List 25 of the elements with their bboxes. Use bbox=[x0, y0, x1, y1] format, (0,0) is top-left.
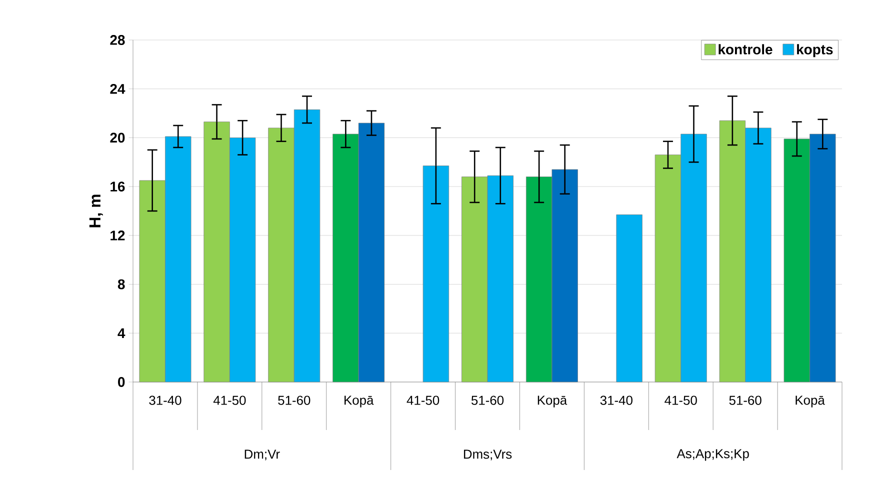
x-tick-label: Kopā bbox=[344, 396, 374, 408]
text: As;Ap;Ks;Kp bbox=[676, 449, 749, 461]
y-tick-label: 12 bbox=[110, 230, 125, 240]
y-axis-title: H, m bbox=[89, 194, 103, 228]
x-tick-label: Kopā bbox=[538, 396, 568, 408]
x-tick-label: 51-60 bbox=[278, 396, 310, 405]
y-tick-label: 28 bbox=[110, 35, 125, 45]
legend-label: kopts bbox=[797, 44, 833, 58]
y-tick-label: 24 bbox=[110, 84, 126, 94]
x-tick-label: 31-40 bbox=[600, 396, 632, 405]
text: Dms;Vrs bbox=[464, 450, 512, 460]
x-tick-label: 41-50 bbox=[664, 396, 697, 405]
x-tick-label: 51-60 bbox=[471, 396, 504, 405]
y-tick-label: 16 bbox=[110, 182, 125, 192]
x-tick-label: 41-50 bbox=[213, 396, 246, 405]
text: Dm;Vr bbox=[244, 450, 280, 460]
x-tick-label: 51-60 bbox=[729, 396, 762, 405]
x-tick-label: Kopā bbox=[796, 396, 825, 408]
y-tick-label: 0 bbox=[118, 377, 125, 387]
y-tick-label: 8 bbox=[118, 279, 125, 290]
y-tick-label: 20 bbox=[110, 132, 125, 143]
y-tick-label: 4 bbox=[118, 328, 126, 338]
x-tick-label: 41-50 bbox=[406, 396, 440, 405]
x-tick-label: 31-40 bbox=[149, 396, 182, 405]
legend-label: kontrole bbox=[718, 44, 772, 54]
